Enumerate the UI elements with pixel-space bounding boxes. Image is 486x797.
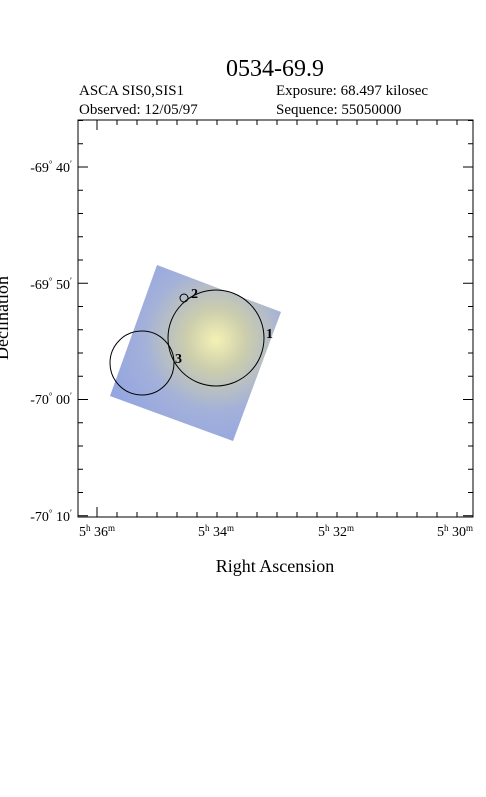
tick-label-part: 36	[90, 525, 108, 540]
tick-label-unit: m	[227, 523, 234, 533]
tick-label: -70° 00′	[30, 391, 72, 408]
tick-label-part: -69	[30, 161, 49, 176]
tick-label: -70° 10′	[30, 508, 72, 525]
title: 0534-69.9	[226, 56, 324, 82]
region-circle	[179, 293, 189, 303]
region-label: 3	[175, 352, 182, 367]
tick-label-part: -69	[30, 278, 49, 293]
tick-label-unit: °	[49, 508, 53, 518]
tick-label-part: 10	[53, 510, 71, 525]
tick-label-unit: h	[86, 523, 91, 533]
tick-label-part: 5	[79, 525, 86, 540]
tick-label-part: 34	[209, 525, 227, 540]
tick-label-unit: ′	[70, 508, 72, 518]
tick-label: -69° 40′	[30, 159, 72, 176]
instrument: ASCA SIS0,SIS1	[79, 83, 184, 99]
tick-label-part: 5	[437, 525, 444, 540]
tick-label-unit: °	[49, 159, 53, 169]
region-label: 2	[191, 287, 198, 302]
observed: Observed: 12/05/97	[79, 102, 198, 118]
x-axis-label: Right Ascension	[216, 556, 335, 576]
tick-label-unit: h	[205, 523, 210, 533]
tick-label: 5h 30m	[437, 523, 473, 540]
tick-label-part: -70	[30, 510, 49, 525]
tick-label-part: 5	[318, 525, 325, 540]
tick-label-part: 32	[329, 525, 347, 540]
tick-label-unit: h	[444, 523, 449, 533]
region-circle	[109, 330, 175, 396]
sequence: Sequence: 55050000	[276, 102, 401, 118]
y-axis-label: Declination	[0, 276, 12, 360]
tick-label-part: 30	[448, 525, 466, 540]
tick-label: 5h 32m	[318, 523, 354, 540]
tick-label: 5h 36m	[79, 523, 115, 540]
tick-label-unit: h	[325, 523, 330, 533]
tick-label-part: 00	[53, 393, 71, 408]
tick-label-unit: °	[49, 391, 53, 401]
tick-label-part: 40	[53, 161, 71, 176]
tick-label-part: 5	[198, 525, 205, 540]
sky-image	[110, 265, 281, 441]
region-label: 1	[266, 327, 273, 342]
tick-label-unit: m	[108, 523, 115, 533]
plot-frame	[77, 119, 474, 518]
tick-label-part: 50	[53, 278, 71, 293]
tick-label-unit: ′	[70, 391, 72, 401]
tick-label-part: -70	[30, 393, 49, 408]
exposure: Exposure: 68.497 kilosec	[276, 83, 428, 99]
tick-label-unit: ′	[70, 276, 72, 286]
tick-label: 5h 34m	[198, 523, 234, 540]
tick-label-unit: ′	[70, 159, 72, 169]
region-circle	[167, 289, 265, 387]
tick-label-unit: m	[466, 523, 473, 533]
tick-label-unit: °	[49, 276, 53, 286]
tick-label: -69° 50′	[30, 276, 72, 293]
tick-label-unit: m	[347, 523, 354, 533]
